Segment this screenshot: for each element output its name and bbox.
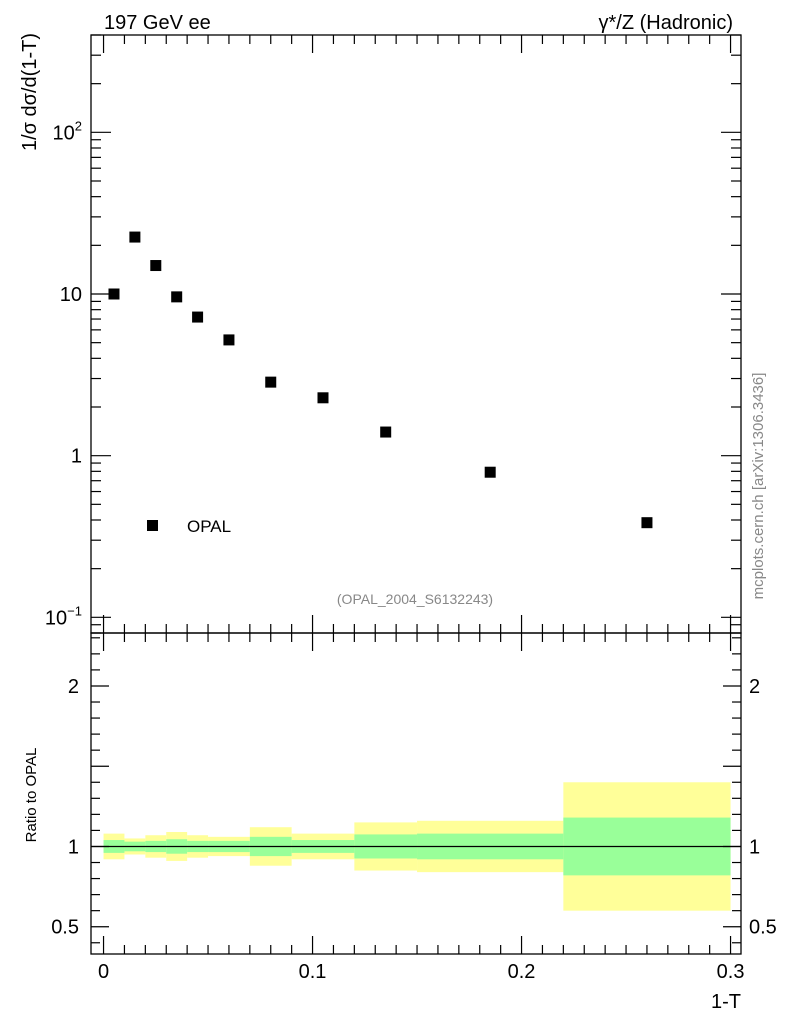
ratio-y-axis-label: Ratio to OPAL <box>23 748 40 843</box>
ratio-y-tick-label-left: 2 <box>68 676 79 698</box>
legend-label: OPAL <box>187 517 231 536</box>
ratio-panel-ticks <box>91 633 741 954</box>
ratio-x-tick-label: 0 <box>98 961 109 983</box>
main-panel-ticks <box>91 34 741 634</box>
side-label: mcplots.cern.ch [arXiv:1306.3436] <box>750 373 767 600</box>
main-y-tick-label: 10−1 <box>45 603 82 629</box>
ratio-y-tick-label-left: 1 <box>68 836 79 858</box>
ratio-y-tick-label-right: 2 <box>749 676 760 698</box>
opal-data-points <box>108 231 653 529</box>
ratio-y-tick-labels: 0.5 0.5 1 1 2 2 <box>51 676 777 939</box>
main-y-tick-label: 102 <box>53 118 82 144</box>
main-y-tick-label: 10 <box>60 284 82 306</box>
analysis-id: (OPAL_2004_S6132243) <box>337 591 493 607</box>
ratio-x-tick-label: 0.2 <box>508 961 536 983</box>
main-y-tick-labels: 10−1 1 10 102 <box>45 118 82 629</box>
header-right: γ*/Z (Hadronic) <box>599 12 733 34</box>
opal-data-point <box>641 517 653 529</box>
opal-data-point <box>317 392 329 404</box>
opal-data-point <box>265 376 277 388</box>
opal-data-point <box>108 288 120 300</box>
opal-data-point <box>192 311 204 323</box>
ratio-x-tick-label: 0.3 <box>717 961 745 983</box>
legend-marker <box>147 520 158 531</box>
opal-data-point <box>171 291 183 303</box>
ratio-panel-frame <box>90 632 742 955</box>
ratio-y-tick-label-right: 1 <box>749 836 760 858</box>
opal-data-point <box>129 231 141 243</box>
ratio-bands <box>91 782 741 911</box>
opal-data-point <box>150 260 162 272</box>
ratio-y-tick-label-left: 0.5 <box>51 917 79 939</box>
x-axis-label: 1-T <box>711 991 741 1013</box>
opal-data-point <box>380 426 392 438</box>
main-y-tick-label: 1 <box>71 446 82 468</box>
opal-data-point <box>484 466 496 478</box>
ratio-x-tick-label: 0.1 <box>299 961 327 983</box>
header-left: 197 GeV ee <box>104 12 211 34</box>
ratio-x-tick-labels: 0 0.1 0.2 0.3 <box>98 961 744 983</box>
ratio-y-tick-label-right: 0.5 <box>749 917 777 939</box>
main-y-axis-label: 1/σ dσ/d(1-T) <box>19 33 41 151</box>
opal-data-point <box>223 334 235 346</box>
main-panel-frame <box>90 34 742 634</box>
